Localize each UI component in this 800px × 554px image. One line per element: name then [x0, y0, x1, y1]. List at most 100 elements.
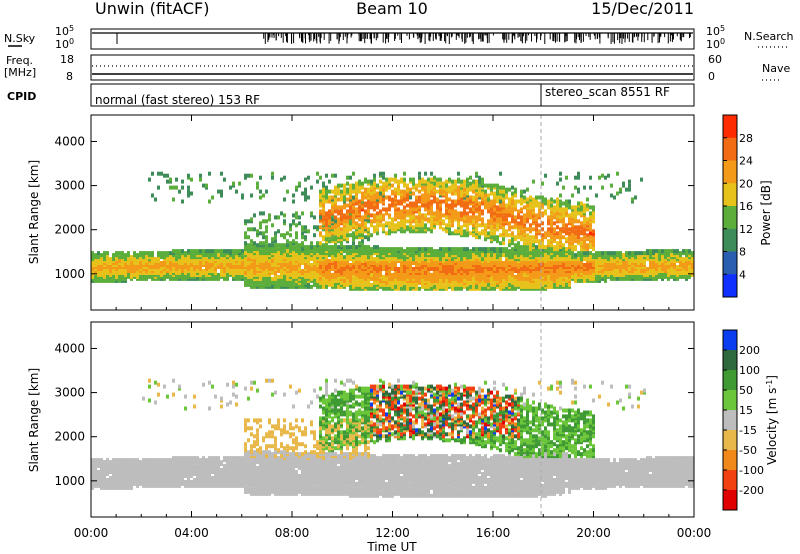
heatmap-cell [133, 251, 136, 256]
heatmap-cell [319, 265, 322, 269]
heatmap-cell [382, 247, 385, 252]
heatmap-cell [349, 221, 352, 226]
heatmap-cell [460, 267, 463, 271]
heatmap-cell [313, 233, 316, 238]
heatmap-cell [220, 171, 223, 176]
heatmap-cell [97, 272, 100, 277]
heatmap-cell [508, 221, 511, 226]
heatmap-cell [244, 231, 247, 236]
heatmap-cell [520, 219, 523, 224]
freq-strip: Freq. [MHz] 18 8 60 0 Nave [4, 53, 790, 83]
heatmap-cell [190, 177, 193, 182]
noise-tick-high-right: 105 [706, 24, 725, 38]
heatmap-cell [409, 195, 412, 200]
heatmap-cell [424, 207, 427, 212]
heatmap-cell [313, 282, 316, 287]
heatmap-cell [604, 255, 607, 260]
heatmap-cell [484, 237, 487, 242]
heatmap-cell [583, 245, 586, 250]
heatmap-cell [517, 215, 520, 220]
heatmap-cell [451, 205, 454, 210]
heatmap-cell [328, 249, 331, 254]
heatmap-cell [544, 253, 547, 258]
heatmap-cell [523, 195, 526, 200]
heatmap-cell [415, 195, 418, 200]
heatmap-cell [520, 189, 523, 194]
heatmap-cell [253, 271, 256, 275]
heatmap-cell [553, 199, 556, 204]
heatmap-cell [445, 247, 448, 252]
heatmap-cell [547, 215, 550, 220]
heatmap-cell [439, 177, 442, 182]
heatmap-cell [229, 185, 232, 190]
heatmap-cell [367, 209, 370, 214]
heatmap-cell [550, 269, 553, 273]
heatmap-cell [379, 219, 382, 224]
heatmap-cell [562, 217, 565, 222]
heatmap-cell [208, 263, 211, 267]
heatmap-cell [466, 231, 469, 236]
heatmap-cell [478, 217, 481, 222]
heatmap-cell [589, 263, 592, 267]
heatmap-cell [232, 265, 235, 269]
heatmap-cell [538, 195, 541, 200]
heatmap-cell [337, 249, 340, 254]
heatmap-cell [124, 253, 127, 258]
heatmap-cell [523, 205, 526, 210]
heatmap-cell [115, 261, 118, 265]
heatmap-cell [178, 274, 181, 279]
heatmap-cell [565, 207, 568, 212]
heatmap-cell [442, 219, 445, 224]
heatmap-cell [451, 183, 454, 188]
heatmap-cell [403, 213, 406, 218]
heatmap-cell [163, 274, 166, 279]
heatmap-cell [388, 263, 391, 267]
heatmap-cell [265, 243, 268, 248]
heatmap-cell [253, 259, 256, 263]
heatmap-cell [538, 211, 541, 216]
heatmap-cell [295, 211, 298, 216]
heatmap-cell [220, 249, 223, 254]
heatmap-cell [328, 245, 331, 250]
heatmap-cell [532, 197, 535, 202]
heatmap-cell [301, 241, 304, 246]
heatmap-cell [583, 235, 586, 240]
heatmap-cell [118, 251, 121, 256]
heatmap-cell [394, 187, 397, 192]
heatmap-cell [568, 205, 571, 210]
heatmap-cell [604, 274, 607, 279]
heatmap-cell [511, 185, 514, 190]
heatmap-cell [403, 177, 406, 182]
heatmap-cell [382, 261, 385, 265]
heatmap-cell [331, 209, 334, 214]
heatmap-cell [217, 253, 220, 258]
heatmap-cell [280, 177, 283, 182]
heatmap-cell [568, 231, 571, 236]
heatmap-cell [565, 247, 568, 252]
heatmap-cell [400, 263, 403, 267]
heatmap-cell [364, 209, 367, 214]
heatmap-cell [229, 249, 232, 254]
heatmap-cell [304, 187, 307, 192]
heatmap-cell [337, 245, 340, 250]
heatmap-cell [433, 284, 436, 289]
freq-tick-low: 8 [66, 70, 73, 83]
heatmap-cell [592, 253, 595, 258]
heatmap-cell [442, 247, 445, 252]
heatmap-cell [475, 199, 478, 204]
heatmap-cell [358, 229, 361, 234]
heatmap-cell [547, 227, 550, 232]
heatmap-cell [199, 177, 202, 182]
heatmap-cell [499, 276, 502, 281]
heatmap-cell [574, 225, 577, 230]
heatmap-cell [367, 263, 370, 267]
heatmap-cell [451, 247, 454, 252]
heatmap-cell [370, 179, 373, 184]
heatmap-cell [511, 195, 514, 200]
heatmap-cell [400, 247, 403, 252]
heatmap-cell [511, 231, 514, 236]
heatmap-cell [493, 223, 496, 228]
heatmap-cell [397, 191, 400, 196]
heatmap-cell [394, 278, 397, 283]
heatmap-cell [496, 235, 499, 240]
